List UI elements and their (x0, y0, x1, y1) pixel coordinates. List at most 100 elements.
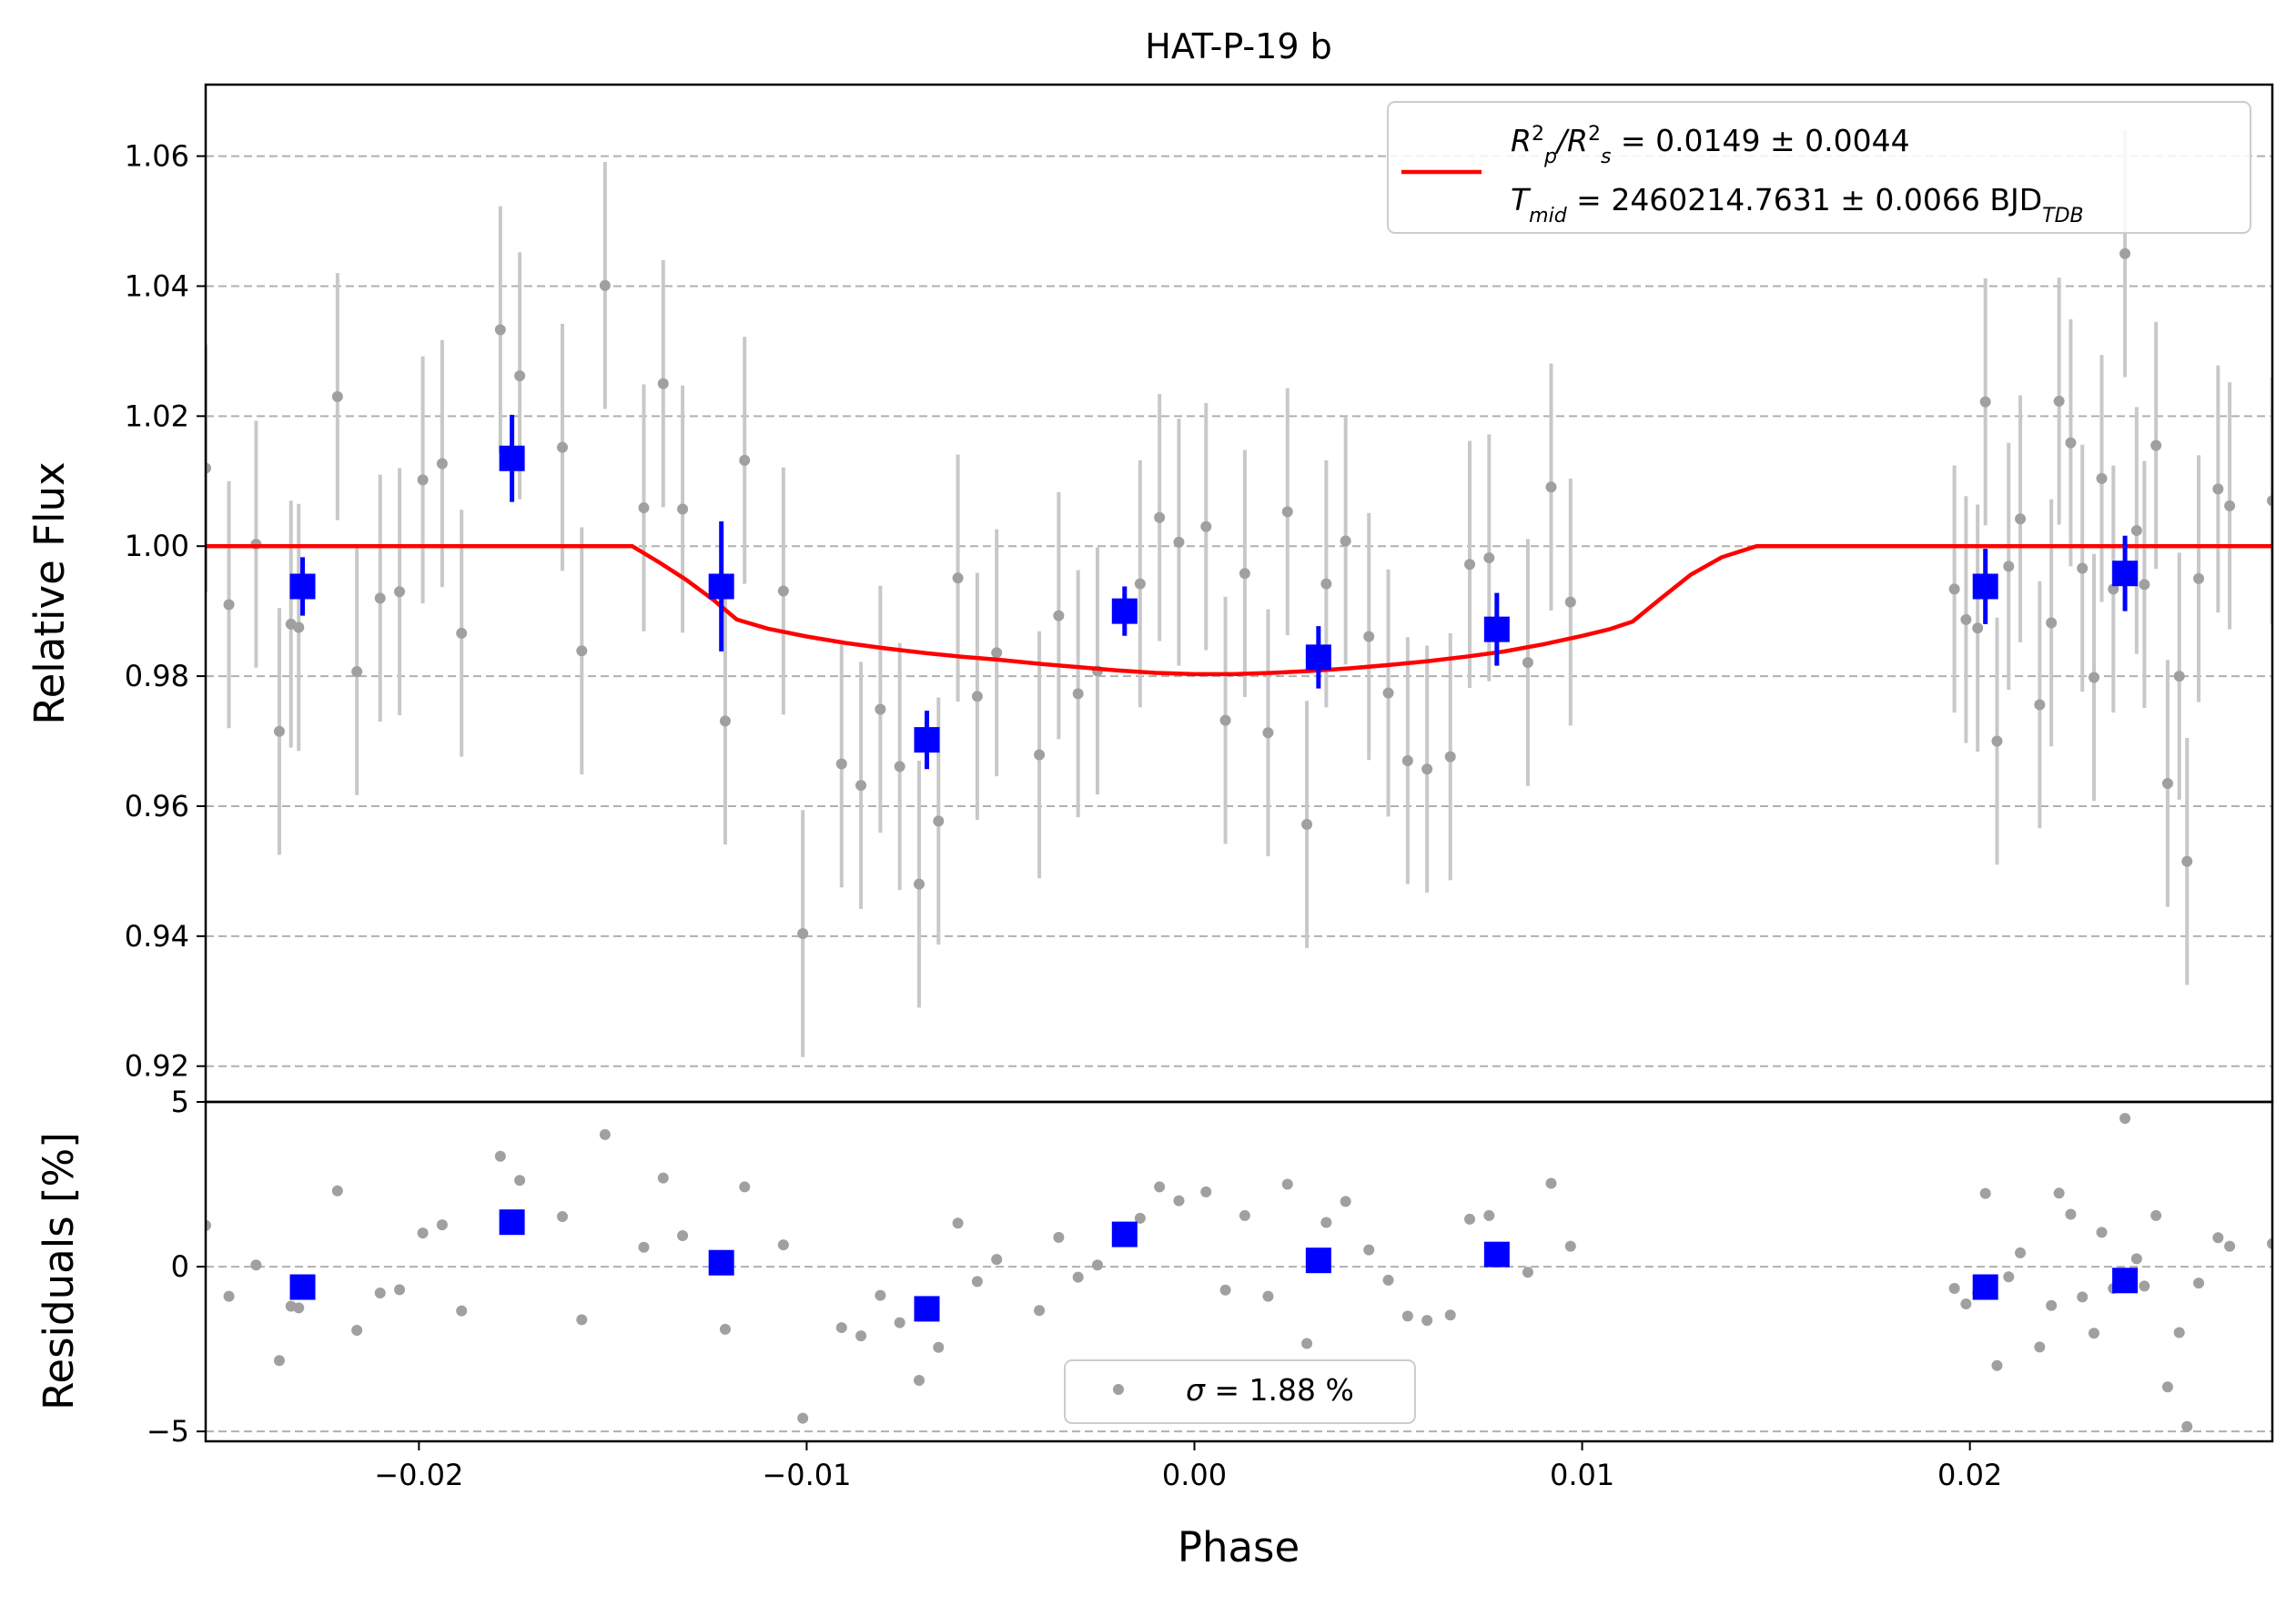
flux-raw-point (556, 441, 568, 453)
flux-axes-frame (204, 83, 2274, 1104)
flux-raw-point (1382, 687, 1394, 699)
flux-raw-point (2046, 617, 2058, 629)
flux-raw-point (894, 761, 905, 773)
residual-raw-point (436, 1219, 448, 1231)
residual-raw-point (797, 1412, 809, 1424)
flux-raw-point (1522, 657, 1533, 669)
residual-raw-point (514, 1175, 526, 1187)
residual-raw-point (657, 1172, 669, 1184)
residual-raw-point (1483, 1209, 1495, 1221)
residual-y-tick-label: 5 (171, 1085, 189, 1119)
flux-binned-point (1483, 616, 1510, 642)
residual-raw-point (599, 1128, 611, 1140)
residual-raw-point (855, 1330, 867, 1342)
flux-binned-point (289, 573, 316, 600)
x-tick-label: −0.01 (762, 1458, 851, 1492)
residual-raw-point (417, 1227, 429, 1239)
residual-raw-point (2193, 1278, 2205, 1289)
x-ticks: −0.02 −0.01 0.00 0.01 0.02 (374, 1441, 2002, 1492)
residual-raw-point (2089, 1328, 2100, 1339)
flux-raw-point (436, 458, 448, 470)
flux-raw-point (1564, 596, 1576, 608)
residual-raw-point (1262, 1290, 1274, 1302)
flux-raw-point (2108, 583, 2119, 595)
residual-raw-point (1401, 1310, 1413, 1322)
flux-raw-point (1960, 613, 1972, 625)
flux-raw-point (797, 927, 809, 939)
flux-raw-point (2267, 495, 2272, 507)
residual-raw-point (293, 1302, 305, 1314)
flux-y-ticks: 0.92 0.94 0.96 0.98 1.00 1.02 1.04 1.06 (125, 139, 206, 1084)
flux-raw-point (1173, 536, 1185, 548)
residual-binned-point (289, 1274, 316, 1300)
flux-raw-point (293, 621, 305, 633)
residual-raw-point (677, 1230, 689, 1242)
residual-raw-point (2173, 1327, 2185, 1338)
residual-raw-point (2034, 1341, 2046, 1353)
residual-raw-point (374, 1288, 386, 1299)
residual-raw-point (1053, 1231, 1065, 1243)
flux-raw-point (1053, 610, 1065, 621)
residual-legend: σ = 1.88 % (1064, 1359, 1416, 1424)
flux-raw-point (1034, 749, 1046, 761)
residual-y-tick-label: 0 (171, 1249, 189, 1284)
residual-raw-point (556, 1211, 568, 1223)
flux-y-axis-title: Relative Flux (25, 461, 74, 724)
flux-raw-point (971, 691, 983, 702)
flux-raw-point (875, 703, 886, 715)
flux-legend-box (1387, 101, 2251, 234)
flux-raw-point (351, 666, 363, 678)
flux-raw-point (2053, 395, 2065, 407)
flux-raw-point (2096, 472, 2108, 484)
flux-y-tick-label: 1.00 (125, 529, 189, 563)
residual-raw-point (1281, 1178, 1293, 1190)
flux-raw-point (1281, 506, 1293, 518)
flux-raw-point (1948, 583, 1960, 595)
residual-raw-point (2077, 1291, 2089, 1303)
flux-raw-point (374, 592, 386, 604)
residual-raw-point (1564, 1240, 1576, 1252)
residual-raw-point (1948, 1282, 1960, 1294)
legend-tmid-label: Tmid = 2460214.7631 ± 0.0066 BJDTDB (1511, 182, 2084, 227)
flux-raw-point (677, 503, 689, 515)
flux-raw-point (576, 645, 588, 657)
flux-raw-point (2003, 561, 2015, 572)
residual-raw-point (2003, 1271, 2015, 1283)
residual-raw-point (2119, 1113, 2131, 1125)
flux-binned-point (1305, 644, 1331, 671)
flux-raw-point (2173, 671, 2185, 682)
flux-binned-point (708, 573, 734, 600)
residual-binned-points (289, 1209, 2139, 1322)
residual-y-ticks: −5 0 5 (147, 1085, 206, 1449)
residual-raw-point (1522, 1267, 1533, 1278)
flux-raw-point (1340, 535, 1351, 547)
residual-raw-point (952, 1217, 964, 1229)
residual-y-axis-title: Residuals [%] (35, 1132, 83, 1410)
flux-raw-point (1972, 622, 1984, 634)
residual-binned-point (1111, 1221, 1138, 1247)
residual-binned-point (708, 1249, 734, 1276)
flux-raw-point (1200, 520, 1212, 532)
flux-raw-point (1991, 735, 2003, 747)
flux-raw-point (1401, 754, 1413, 766)
flux-raw-point (494, 324, 506, 336)
residual-raw-point (2161, 1381, 2173, 1393)
flux-grid (206, 155, 2272, 1067)
flux-raw-point (1421, 763, 1433, 775)
flux-raw-point (2193, 572, 2205, 584)
residual-raw-point (2015, 1247, 2027, 1258)
flux-y-tick-label: 0.94 (125, 919, 189, 954)
flux-y-tick-label: 0.92 (125, 1049, 189, 1084)
residual-raw-point (991, 1254, 1003, 1266)
residual-raw-point (1134, 1212, 1146, 1224)
flux-raw-point (456, 627, 468, 639)
legend-rp-label: R2p/R2s = 0.0149 ± 0.0044 (1511, 123, 1910, 168)
flux-binned-point (1972, 573, 1998, 600)
flux-raw-point (2150, 439, 2162, 451)
residual-raw-point (331, 1185, 343, 1197)
residual-raw-point (971, 1276, 983, 1288)
flux-raw-point (1301, 818, 1313, 830)
residual-raw-point (1239, 1209, 1250, 1221)
residual-raw-point (1960, 1298, 1972, 1309)
residual-raw-point (2150, 1209, 2162, 1221)
